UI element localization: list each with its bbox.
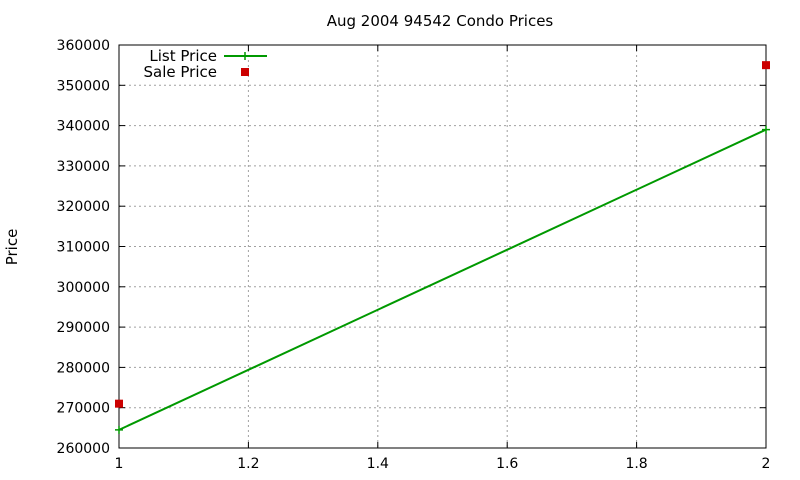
- x-tick-label: 1.4: [367, 456, 389, 472]
- tick-labels: 1 1.2 1.4 1.6 1.8 2 260000 270000 280000 290000 30…: [57, 38, 771, 472]
- legend-swatch-marker: [241, 52, 249, 60]
- plot-frame: [118, 44, 767, 449]
- axis-ticks: [118, 44, 767, 449]
- y-tick-label: 270000: [57, 401, 110, 417]
- x-tick-label: 1.8: [625, 456, 647, 472]
- y-tick-label: 340000: [57, 119, 110, 135]
- x-tick-label: 1: [115, 456, 124, 472]
- y-tick-label: 330000: [57, 159, 110, 175]
- y-tick-label: 360000: [57, 38, 110, 54]
- legend-swatch-marker: [241, 68, 249, 76]
- x-tick-label: 2: [762, 456, 771, 472]
- y-tick-label: 300000: [57, 280, 110, 296]
- series-line-list-price: [118, 128, 767, 431]
- data-point-sale-price: [115, 399, 123, 408]
- y-tick-label: 350000: [57, 78, 110, 94]
- series-layer: [115, 61, 770, 434]
- data-point-sale-price: [762, 61, 770, 70]
- y-tick-label: 310000: [57, 240, 110, 256]
- y-tick-label: 320000: [57, 199, 110, 215]
- y-axis-label: Price: [3, 229, 21, 266]
- y-tick-label: 260000: [57, 441, 110, 457]
- chart-title: Aug 2004 94542 Condo Prices: [327, 12, 554, 30]
- y-tick-label: 280000: [57, 360, 110, 376]
- legend-label: Sale Price: [144, 63, 217, 81]
- legend-label: List Price: [149, 47, 217, 65]
- x-tick-label: 1.6: [496, 456, 518, 472]
- data-point-list-price: [762, 125, 770, 134]
- y-tick-label: 290000: [57, 320, 110, 336]
- x-tick-label: 1.2: [237, 456, 259, 472]
- grid: [119, 45, 766, 448]
- data-point-list-price: [115, 425, 123, 434]
